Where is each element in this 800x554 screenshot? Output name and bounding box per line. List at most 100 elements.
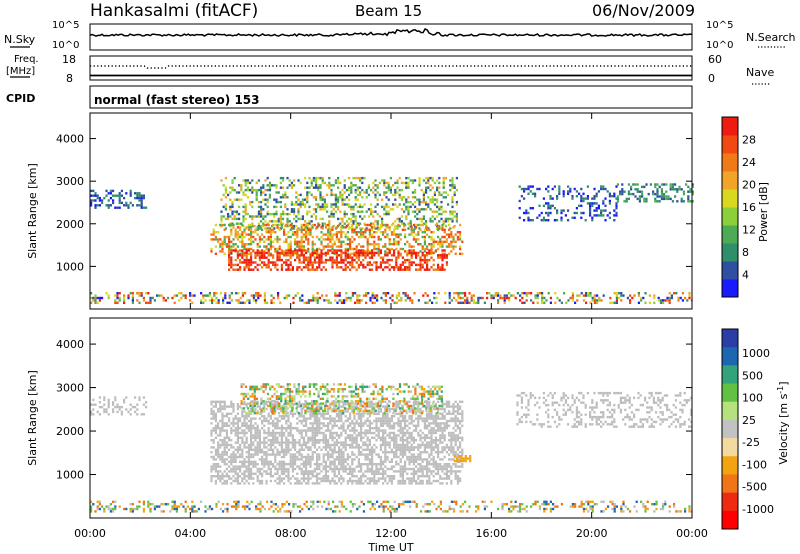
velocity-echo [360,446,363,449]
power-echo [593,209,596,212]
power-echo [359,215,362,218]
velocity-echo [309,422,312,425]
power-echo [353,231,356,234]
power-echo [331,263,334,267]
velocity-echo [225,458,228,461]
power-echo [585,301,588,304]
power-echo [527,211,530,215]
velocity-echo [302,460,305,463]
power-echo [432,251,435,255]
velocity-echo [362,415,365,418]
velocity-echo [307,507,310,511]
power-echo [371,251,374,255]
power-echo [296,235,299,239]
velocity-echo [221,400,224,403]
power-echo [556,296,559,300]
power-echo [291,226,294,229]
power-echo [267,235,270,239]
power-echo [261,261,264,264]
velocity-echo [256,446,259,449]
freq-series [90,65,692,69]
power-echo [400,198,403,201]
power-echo [451,212,454,216]
power-echo [414,179,417,182]
power-echo [589,209,592,212]
velocity-echo [276,405,279,408]
power-echo [426,261,429,264]
power-echo [304,203,307,206]
velocity-echo [265,451,268,454]
power-echo [311,240,314,243]
power-echo [234,247,237,251]
power-echo [393,249,396,252]
power-echo [355,268,358,271]
power-echo [441,263,444,267]
power-echo [582,211,585,215]
power-echo [407,210,410,213]
velocity-echo [230,453,233,456]
power-echo [251,224,254,228]
power-echo [278,247,281,251]
power-echo [312,296,315,300]
power-echo [431,301,434,304]
power-echo [277,220,280,223]
velocity-echo [366,436,369,439]
power-echo [417,238,420,241]
power-echo [268,181,271,185]
velocity-echo [245,441,248,444]
power-echo [245,247,248,251]
power-echo [294,238,297,241]
power-echo [223,223,226,227]
velocity-echo [404,500,407,503]
power-echo [376,186,379,189]
velocity-echo [247,472,250,475]
power-echo [584,197,587,200]
power-echo [667,197,670,201]
power-echo [299,296,302,300]
power-echo [521,296,524,300]
power-echo [224,196,227,199]
velocity-echo [448,507,451,511]
velocity-echo [364,455,367,459]
velocity-echo [285,429,288,432]
power-echo [439,238,442,241]
power-echo [621,183,624,186]
velocity-echo [263,417,266,420]
power-echo [231,210,234,213]
power-echo [428,299,431,302]
power-echo [296,249,299,252]
power-echo [252,294,255,297]
power-echo [314,296,317,300]
velocity-echo [305,482,308,485]
velocity-echo [320,463,323,466]
velocity-echo [255,507,258,511]
velocity-echo [327,443,330,447]
velocity-echo [244,507,247,511]
power-echo [637,301,640,304]
power-echo [286,208,289,211]
velocity-echo [287,451,290,454]
power-echo [523,190,526,193]
velocity-echo [256,479,259,483]
y-tick-label: 2000 [56,218,84,231]
power-echo [210,250,213,253]
velocity-echo [114,398,117,402]
power-echo [409,299,412,302]
power-echo [278,256,281,259]
power-echo [431,210,434,213]
velocity-echo [351,467,354,471]
velocity-echo [287,441,290,444]
power-echo [224,186,227,189]
velocity-echo [611,507,614,511]
velocity-echo [357,470,360,473]
power-echo [589,214,592,217]
velocity-echo [324,470,327,473]
power-echo [301,217,304,221]
power-echo [331,247,334,251]
velocity-echo [299,510,302,513]
velocity-echo [311,424,314,427]
velocity-echo [340,415,343,418]
power-echo [602,187,605,191]
velocity-echo [360,422,363,425]
power-echo [626,296,629,300]
